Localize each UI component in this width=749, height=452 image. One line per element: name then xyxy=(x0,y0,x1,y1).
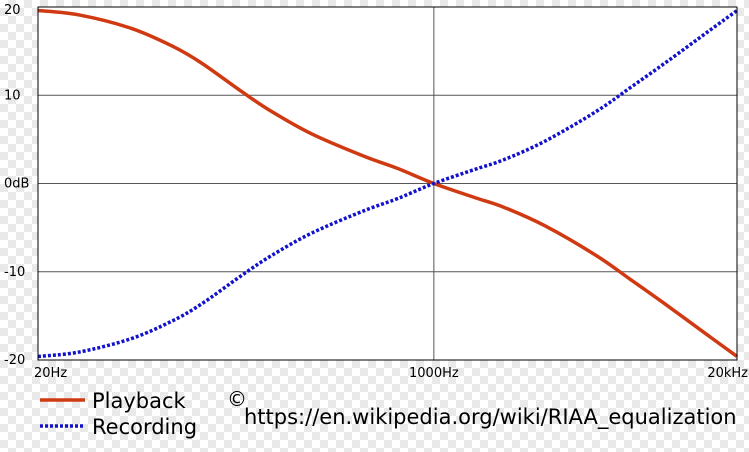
legend-label-recording: Recording xyxy=(92,415,197,439)
y-axis-ticks: 20 10 0dB -10 -20 xyxy=(4,3,29,368)
y-tick-label: 10 xyxy=(4,88,21,103)
legend: Playback Recording xyxy=(40,389,197,439)
legend-label-playback: Playback xyxy=(92,389,187,413)
plot-border xyxy=(37,6,738,361)
y-tick-label: -20 xyxy=(4,353,25,368)
x-tick-label: 20Hz xyxy=(34,366,67,381)
credit: © https://en.wikipedia.org/wiki/RIAA_equ… xyxy=(227,387,737,430)
series-line-recording xyxy=(37,9,739,359)
y-tick-label: 20 xyxy=(4,3,21,18)
y-tick-label: 0dB xyxy=(4,177,29,192)
x-tick-label: 1000Hz xyxy=(409,366,459,381)
series-layer xyxy=(37,8,739,359)
y-tick-label: -10 xyxy=(4,265,25,280)
copyright-symbol: © xyxy=(227,387,247,411)
x-tick-label: 20kHz xyxy=(707,366,748,381)
source-url: https://en.wikipedia.org/wiki/RIAA_equal… xyxy=(244,405,737,430)
x-axis-ticks: 20Hz 1000Hz 20kHz xyxy=(34,366,748,381)
series-line-playback xyxy=(37,8,739,358)
